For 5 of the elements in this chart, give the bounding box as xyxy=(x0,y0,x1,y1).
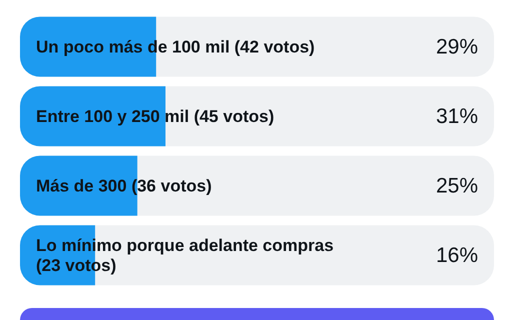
y-tick-label: Entre 100 y 250 mil (45 votos) xyxy=(36,106,274,126)
data-label: 16% xyxy=(436,244,478,267)
data-label: 25% xyxy=(436,174,478,198)
data-label: 31% xyxy=(436,104,478,128)
data-label: 29% xyxy=(436,35,478,58)
